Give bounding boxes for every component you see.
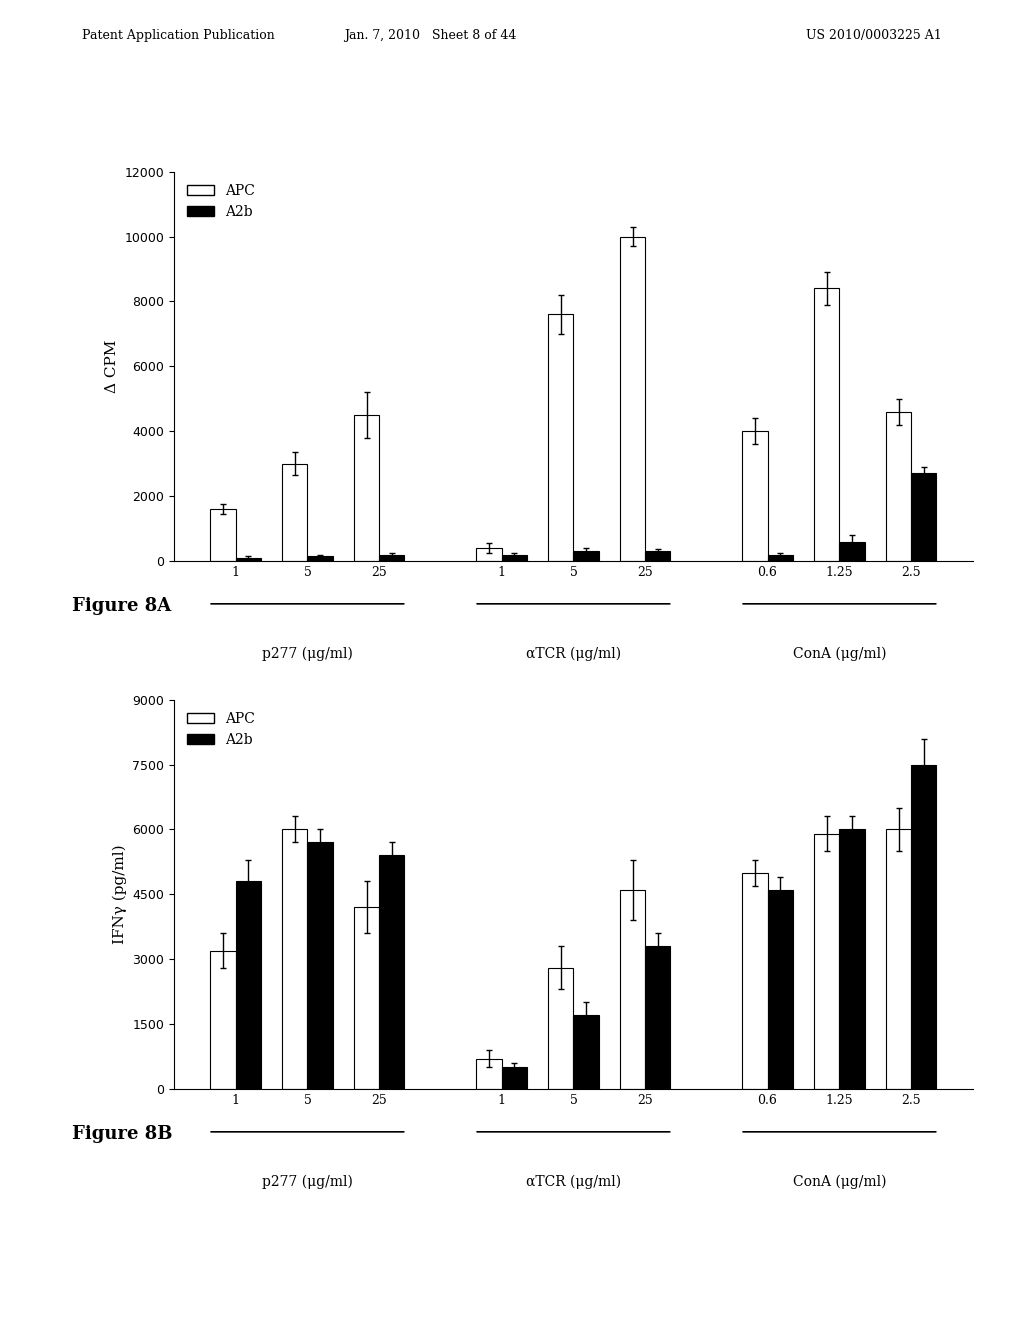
Bar (354, 414, 379, 561)
Bar (814, 289, 840, 561)
Bar (573, 1015, 599, 1089)
Bar (911, 474, 937, 561)
Bar (814, 834, 840, 1089)
Bar (502, 1068, 526, 1089)
Bar (307, 842, 333, 1089)
Legend: APC, A2b: APC, A2b (181, 706, 261, 752)
Bar (210, 510, 236, 561)
Bar (742, 873, 768, 1089)
Text: ConA (μg/ml): ConA (μg/ml) (793, 1175, 886, 1189)
Text: Figure 8A: Figure 8A (72, 597, 171, 615)
Y-axis label: IFNγ (pg/ml): IFNγ (pg/ml) (113, 845, 127, 944)
Bar (476, 1059, 502, 1089)
Bar (886, 412, 911, 561)
Text: Patent Application Publication: Patent Application Publication (82, 29, 274, 42)
Bar (573, 552, 599, 561)
Y-axis label: Δ CPM: Δ CPM (104, 339, 119, 393)
Text: ConA (μg/ml): ConA (μg/ml) (793, 647, 886, 661)
Text: p277 (μg/ml): p277 (μg/ml) (262, 647, 353, 661)
Text: αTCR (μg/ml): αTCR (μg/ml) (526, 647, 621, 661)
Bar (768, 554, 793, 561)
Bar (236, 558, 261, 561)
Text: Jan. 7, 2010   Sheet 8 of 44: Jan. 7, 2010 Sheet 8 of 44 (344, 29, 516, 42)
Bar (283, 463, 307, 561)
Bar (621, 890, 645, 1089)
Bar (548, 314, 573, 561)
Bar (502, 554, 526, 561)
Bar (307, 556, 333, 561)
Bar (911, 764, 937, 1089)
Bar (768, 890, 793, 1089)
Bar (354, 907, 379, 1089)
Bar (645, 552, 671, 561)
Bar (379, 554, 404, 561)
Text: p277 (μg/ml): p277 (μg/ml) (262, 1175, 353, 1189)
Bar (379, 855, 404, 1089)
Bar (742, 432, 768, 561)
Bar (210, 950, 236, 1089)
Text: Figure 8B: Figure 8B (72, 1125, 172, 1143)
Bar (621, 236, 645, 561)
Bar (645, 946, 671, 1089)
Bar (236, 882, 261, 1089)
Bar (886, 829, 911, 1089)
Bar (840, 829, 864, 1089)
Bar (283, 829, 307, 1089)
Bar (548, 968, 573, 1089)
Bar (476, 548, 502, 561)
Legend: APC, A2b: APC, A2b (181, 178, 261, 224)
Text: αTCR (μg/ml): αTCR (μg/ml) (526, 1175, 621, 1189)
Text: US 2010/0003225 A1: US 2010/0003225 A1 (806, 29, 942, 42)
Bar (840, 541, 864, 561)
